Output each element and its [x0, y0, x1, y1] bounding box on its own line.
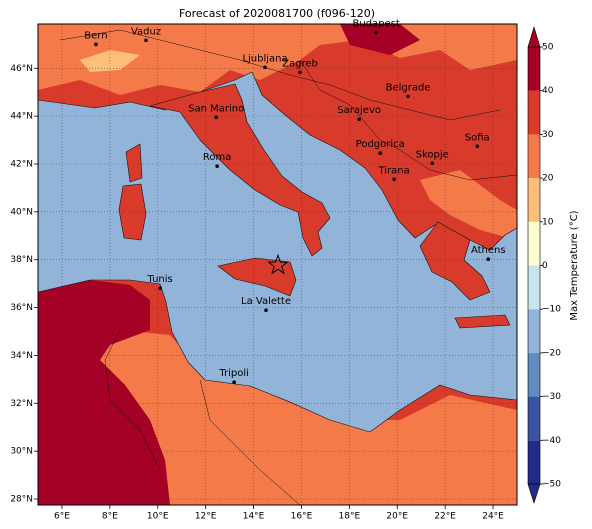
- hot-zone: [340, 24, 420, 55]
- colorbar-extend-high: [527, 25, 541, 48]
- city-dot: [378, 151, 383, 156]
- sardinia: [118, 183, 147, 241]
- city-dot: [357, 117, 361, 122]
- colorbar-segment: [528, 90, 540, 135]
- x-tick-label: 8°E: [102, 512, 118, 522]
- overlay: Bern VaduzBudapestLjubljanaZagrebBelgrade…: [38, 18, 517, 505]
- location-marker: [267, 253, 289, 275]
- city-label: Ljubljana: [242, 53, 287, 64]
- city-dot: [486, 257, 491, 262]
- y-tick-label: 40°N: [10, 207, 33, 217]
- city-label: Podgorica: [356, 139, 405, 150]
- city-dot: [232, 380, 236, 385]
- city-dot: [374, 30, 378, 35]
- city-label: Zagreb: [282, 58, 318, 69]
- colorbar-segment: [528, 134, 540, 179]
- colorbar-segment: [528, 47, 540, 91]
- x-tick-label: 10°E: [147, 512, 169, 522]
- y-tick-label: 38°N: [10, 255, 33, 265]
- map-title: Forecast of 2020081700 (f096-120): [179, 7, 375, 20]
- colorbar-tick-label: −50: [542, 480, 561, 490]
- corsica: [125, 143, 143, 183]
- x-tick-label: 22°E: [434, 512, 456, 522]
- y-tick-label: 46°N: [10, 64, 33, 74]
- colorbar-segment: [528, 309, 540, 353]
- colorbar-segment: [528, 440, 540, 484]
- colorbar-tick-label: 10: [542, 217, 554, 227]
- colorbar-tick-label: 0: [542, 261, 548, 271]
- x-tick-label: 14°E: [243, 512, 265, 522]
- city-dot: [158, 286, 162, 290]
- colorbar-segment: [528, 178, 540, 222]
- city-label: Roma: [203, 152, 232, 163]
- city-label: Sarajevo: [337, 105, 381, 116]
- city-label: San Marino: [188, 103, 244, 114]
- city-label: Vaduz: [131, 26, 161, 37]
- colorbar-segment: [528, 265, 540, 310]
- x-tick-label: 6°E: [54, 512, 70, 522]
- city-dot: [264, 308, 268, 313]
- city-label: Belgrade: [386, 82, 431, 93]
- x-tick-label: 18°E: [339, 512, 361, 522]
- colorbar-segment: [528, 221, 540, 266]
- city-dot: [144, 38, 148, 43]
- city-label: Sofia: [465, 132, 490, 143]
- city-dot: [94, 42, 98, 47]
- city-label: Skopje: [416, 149, 449, 160]
- city-dot: [298, 70, 302, 75]
- colorbar-tick-label: 50: [542, 43, 554, 53]
- city-dot: [392, 177, 396, 182]
- city-dot: [214, 115, 218, 120]
- colorbar-tick-label: −40: [542, 436, 561, 446]
- border: [59, 29, 501, 121]
- sicily: [217, 257, 297, 297]
- x-tick-label: 12°E: [195, 512, 217, 522]
- x-tick-label: 24°E: [482, 512, 504, 522]
- colorbar-tick-label: 40: [542, 86, 554, 96]
- city-label: Bern: [84, 30, 107, 41]
- map-frame: [37, 23, 518, 506]
- italy: [149, 83, 331, 257]
- city-dot: [475, 144, 480, 149]
- colorbar-segment: [528, 396, 540, 441]
- colorbar-tick-label: −20: [542, 348, 561, 358]
- y-tick-label: 30°N: [10, 447, 33, 457]
- border: [299, 59, 517, 181]
- colorbar-label: Max Temperature (°C): [569, 210, 580, 320]
- city-label: Tripoli: [218, 368, 249, 379]
- city-label: La Valette: [241, 296, 291, 307]
- city-label: Athens: [471, 245, 506, 256]
- y-tick-label: 28°N: [10, 495, 33, 505]
- hot-zone: [38, 280, 170, 505]
- crete: [454, 314, 511, 329]
- colorbar-tick-label: 20: [542, 174, 554, 184]
- y-tick-label: 36°N: [10, 303, 33, 313]
- border: [199, 379, 301, 505]
- y-tick-label: 44°N: [10, 112, 33, 122]
- y-tick-label: 34°N: [10, 351, 33, 361]
- y-tick-label: 42°N: [10, 159, 33, 169]
- colorbar-tick-label: 30: [542, 130, 554, 140]
- colorbar-extend-low: [527, 483, 541, 504]
- x-tick-label: 20°E: [386, 512, 408, 522]
- colorbar-tick-label: −30: [542, 392, 561, 402]
- colorbar-tick-label: −10: [542, 305, 561, 315]
- city-dot: [263, 65, 267, 70]
- city-dot: [215, 164, 219, 168]
- greece: [419, 221, 491, 301]
- city-dot: [406, 94, 410, 99]
- colorbar-segment: [528, 352, 540, 397]
- x-tick-label: 16°E: [291, 512, 313, 522]
- y-tick-label: 32°N: [10, 399, 33, 409]
- city-label: Tunis: [147, 274, 173, 285]
- city-label: Tirana: [377, 165, 409, 176]
- city-dot: [430, 161, 435, 166]
